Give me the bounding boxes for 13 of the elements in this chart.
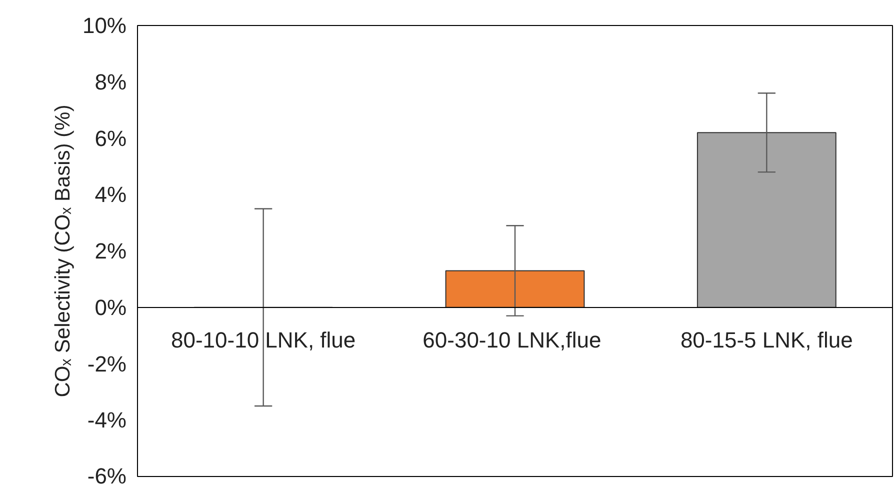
y-tick-label: 2%: [94, 238, 126, 264]
y-tick-label: -4%: [87, 408, 126, 433]
y-tick-label: 8%: [94, 69, 126, 94]
y-axis-title: COₓ Selectivity (COₓ Basis) (%): [51, 104, 74, 398]
y-tick-label: 6%: [94, 126, 126, 151]
y-tick-label: -6%: [87, 464, 126, 488]
y-tick-label: -2%: [87, 351, 126, 376]
x-tick-label: 80-10-10 LNK, flue: [171, 327, 356, 352]
x-tick-label: 80-15-5 LNK, flue: [680, 327, 853, 352]
y-tick-label: 0%: [94, 294, 126, 320]
y-tick-label: 10%: [82, 13, 127, 38]
y-tick-label: 4%: [94, 182, 126, 208]
x-tick-label: 60-30-10 LNK,flue: [422, 327, 602, 352]
